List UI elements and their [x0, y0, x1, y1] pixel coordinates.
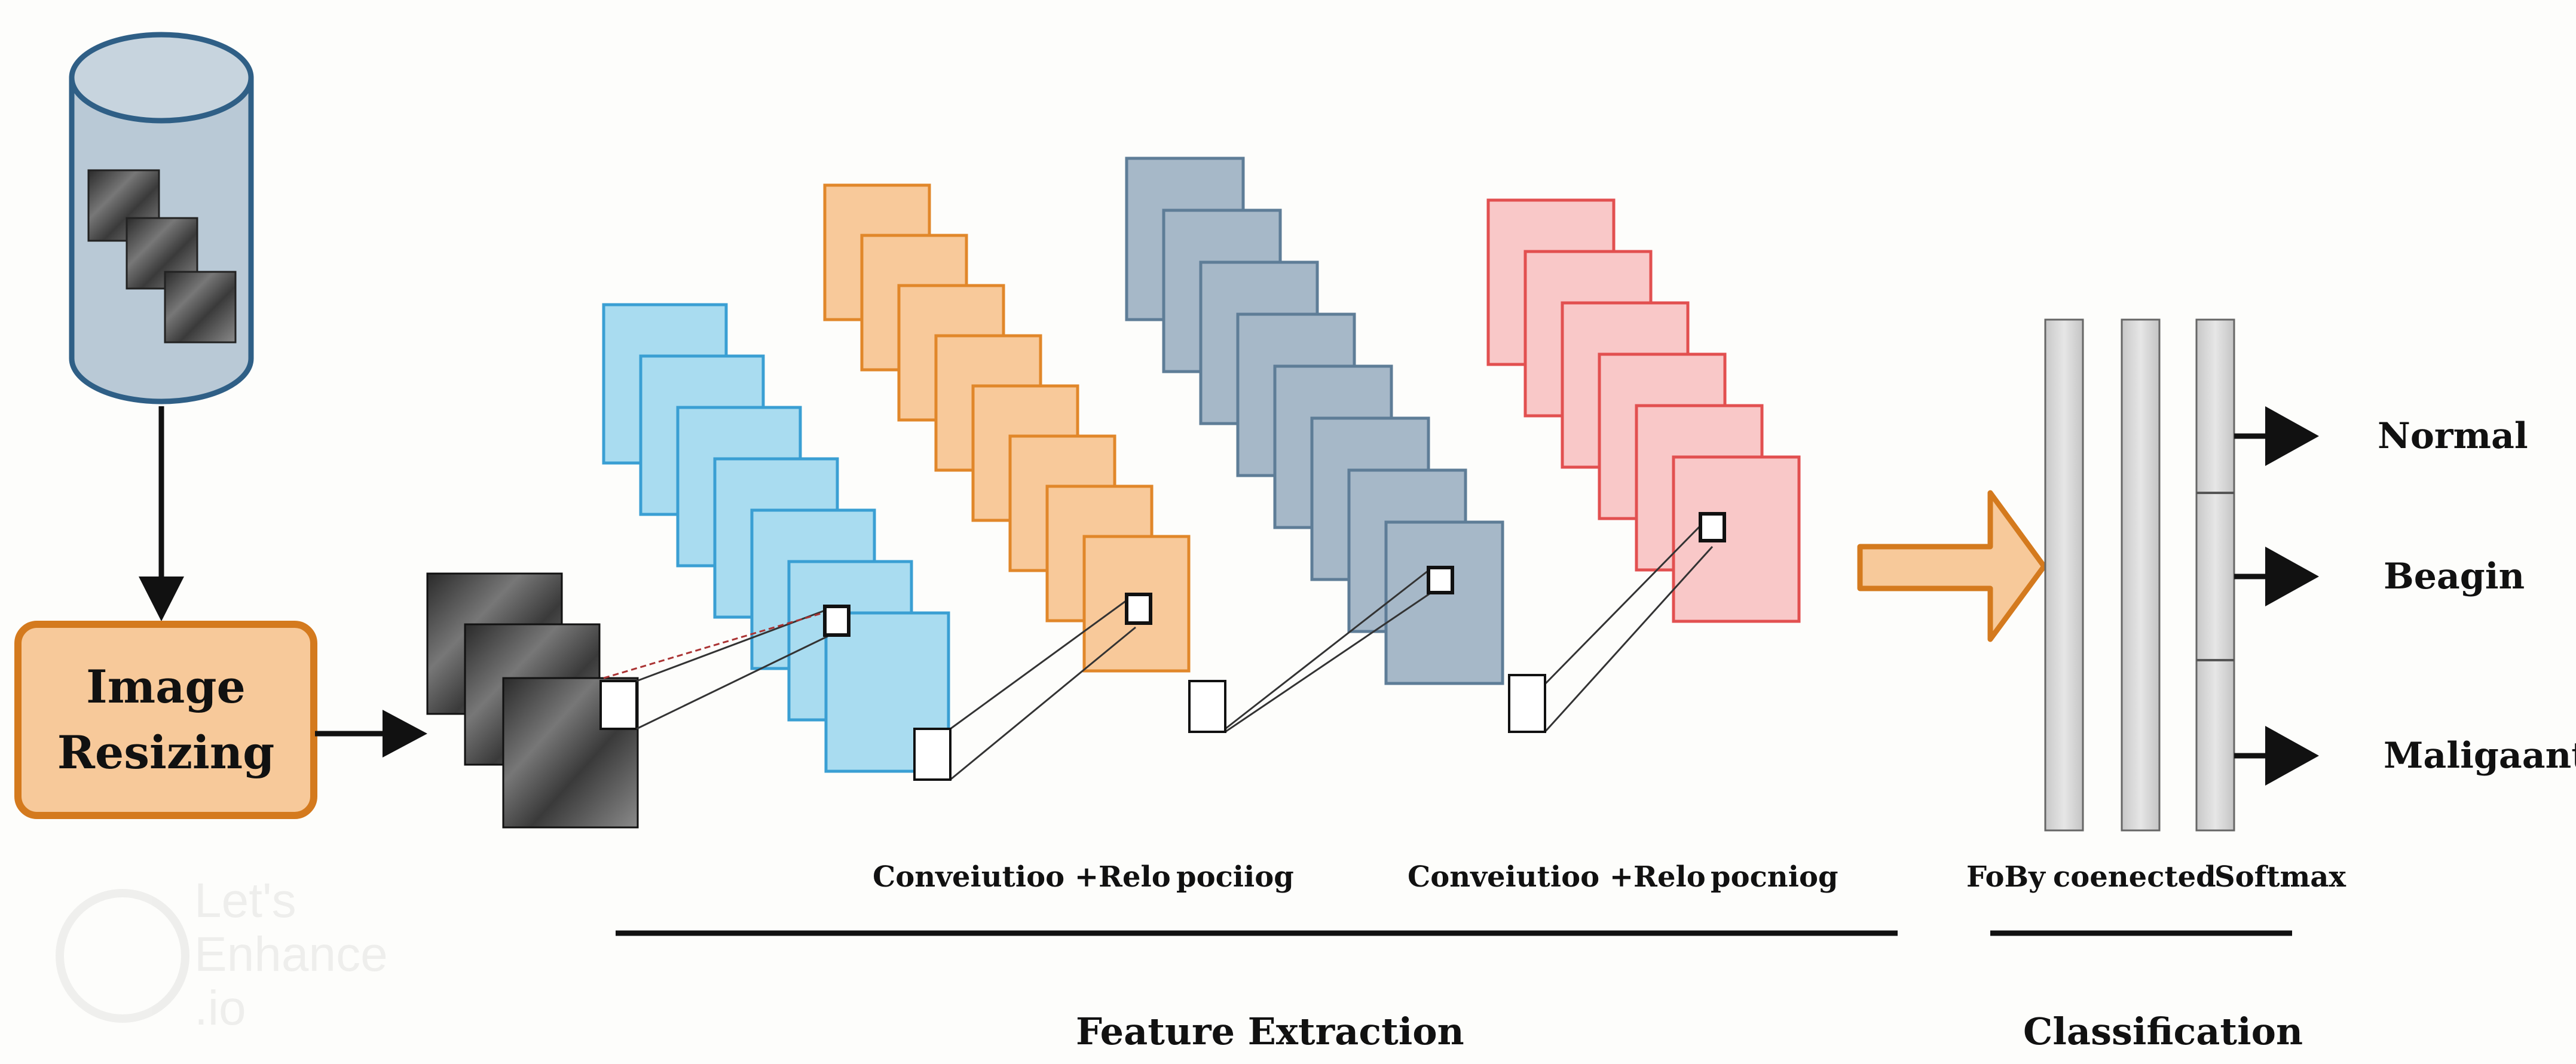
- image-resizing-box: [14, 621, 317, 819]
- output-label-malignant: Maligaant: [2384, 735, 2576, 777]
- conv2-feature-maps: [1125, 157, 1504, 685]
- conv2-caption: Conveiutioo +Relo: [1408, 860, 1706, 894]
- watermark-logo: [56, 889, 189, 1023]
- watermark: Let's Enhance .io: [56, 873, 388, 1035]
- output-label-benign: Beagin: [2384, 556, 2525, 597]
- watermark-text-line1: Let's: [194, 873, 296, 928]
- fc-caption-1: FoBy: [1966, 860, 2045, 894]
- pool1-feature-maps: [823, 183, 1191, 673]
- watermark-text-line2: Enhance: [194, 927, 388, 982]
- pool2-feature-maps: [1486, 198, 1801, 623]
- image-resizing-label: Image Resizing: [18, 624, 314, 815]
- arrow-right: [315, 710, 427, 758]
- conv1-caption: Conveiutioo +Relo: [873, 860, 1171, 894]
- feature-map: [1672, 455, 1801, 623]
- output-arrow-normal: [2234, 406, 2319, 466]
- pool2-caption: pocniog: [1711, 860, 1838, 894]
- fc-caption-2: coenected: [2053, 860, 2216, 894]
- receptive-field-lines: [603, 525, 1714, 781]
- classification-title: Classification: [2023, 1010, 2303, 1053]
- resized-images-stack: [426, 572, 639, 829]
- kernel-markers: [823, 512, 1726, 637]
- image-resizing-label-line1: Image: [86, 660, 246, 713]
- output-label-normal: Normal: [2378, 415, 2528, 457]
- feature-map: [1384, 520, 1504, 685]
- output-arrow-benign: [2234, 547, 2319, 606]
- classifier-arrow: [1857, 490, 2047, 642]
- conv1-feature-maps: [602, 303, 950, 773]
- fully-connected-layers: [2044, 318, 2161, 832]
- feature-extraction-title: Feature Extraction: [1076, 1010, 1464, 1053]
- softmax-layer: [2195, 318, 2235, 832]
- dataset-images: [87, 169, 237, 344]
- softmax-caption: Softmax: [2214, 860, 2346, 894]
- pool-windows: [913, 674, 1546, 781]
- pool1-caption: pociiog: [1176, 860, 1294, 894]
- output-arrow-malignant: [2234, 726, 2319, 786]
- watermark-text-line3: .io: [194, 981, 246, 1035]
- image-resizing-label-line2: Resizing: [57, 726, 275, 779]
- arrow-down: [139, 406, 184, 621]
